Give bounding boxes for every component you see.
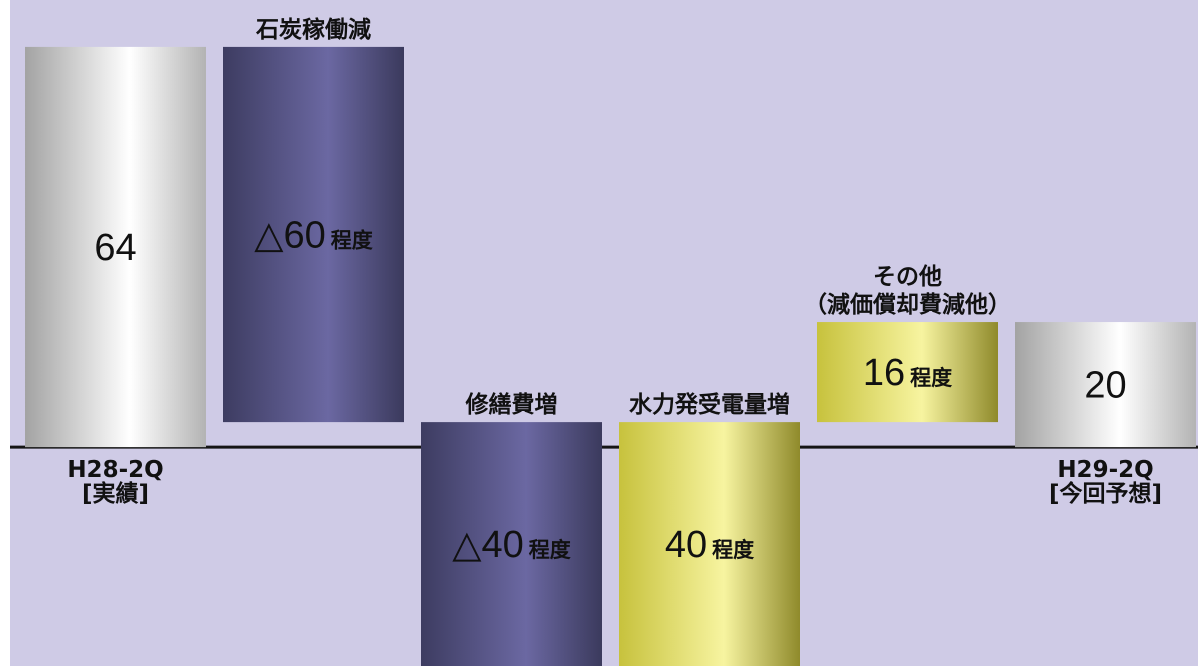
category-label-line: 石炭稼働減	[255, 16, 371, 43]
category-label-line: H28-2Q	[67, 457, 163, 483]
category-label-2: 石炭稼働減	[255, 16, 371, 43]
category-label-line: （減価償却費減他）	[804, 291, 1011, 318]
category-label-line: その他	[873, 264, 942, 290]
waterfall-bar-2	[223, 46, 404, 423]
value-label-3: △40 程度	[452, 524, 571, 566]
waterfall-bar-1	[25, 46, 206, 448]
category-label-6: H29-2Q [今回予想]	[1049, 457, 1162, 507]
value-label-suffix: 程度	[910, 366, 952, 390]
value-label-6: 20	[1084, 365, 1126, 407]
category-label-1: H28-2Q [実績]	[67, 457, 163, 507]
value-label-number: △40	[452, 524, 524, 566]
value-label-2: △60 程度	[254, 215, 373, 257]
category-label-4: 水力発受電量増	[629, 391, 790, 418]
value-label-number: 64	[94, 227, 136, 269]
category-label-5: その他（減価償却費減他）	[804, 264, 1011, 318]
category-label-line: [実績]	[82, 480, 149, 507]
waterfall-bar-6	[1015, 322, 1196, 448]
category-label-line: H29-2Q	[1057, 457, 1153, 483]
waterfall-bar-4	[619, 422, 800, 666]
value-label-number: 40	[665, 524, 707, 566]
value-label-1: 64	[94, 227, 136, 269]
value-label-number: 20	[1084, 365, 1126, 407]
value-label-number: △60	[254, 215, 326, 257]
value-label-5: 16 程度	[863, 352, 952, 394]
value-label-number: 16	[863, 352, 905, 394]
value-label-4: 40 程度	[665, 524, 754, 566]
value-label-suffix: 程度	[331, 229, 373, 253]
plot-background	[10, 0, 1198, 666]
bar-group	[25, 46, 1196, 666]
category-label-line: [今回予想]	[1049, 480, 1162, 507]
waterfall-bar-3	[421, 422, 602, 666]
category-label-line: 修繕費増	[465, 391, 558, 418]
value-label-suffix: 程度	[529, 538, 571, 562]
category-label-3: 修繕費増	[465, 391, 558, 418]
waterfall-bar-5	[817, 322, 998, 423]
value-label-suffix: 程度	[712, 538, 754, 562]
category-label-line: 水力発受電量増	[629, 391, 790, 418]
